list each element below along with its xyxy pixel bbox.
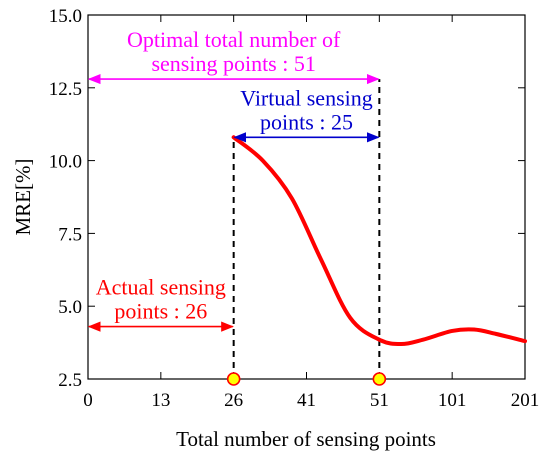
annotation-text: Optimal total number of xyxy=(127,27,341,52)
x-tick-label: 101 xyxy=(438,390,467,411)
point-marker xyxy=(373,373,385,385)
annotation-text: points : 26 xyxy=(114,299,207,324)
y-tick-label: 7.5 xyxy=(58,224,82,245)
x-axis-label: Total number of sensing points xyxy=(176,427,436,451)
x-tick-label: 26 xyxy=(224,390,243,411)
annotation-text: Virtual sensing xyxy=(240,85,373,110)
x-tick-label: 41 xyxy=(297,390,316,411)
x-tick-label: 0 xyxy=(83,390,93,411)
y-tick-label: 10.0 xyxy=(49,152,82,173)
y-tick-label: 15.0 xyxy=(49,6,82,27)
point-marker xyxy=(228,373,240,385)
y-tick-label: 5.0 xyxy=(58,297,82,318)
x-tick-label: 201 xyxy=(511,390,540,411)
annotation-text: Actual sensing xyxy=(96,275,226,300)
y-axis-label: MRE[%] xyxy=(11,159,35,236)
y-tick-label: 12.5 xyxy=(49,79,82,100)
annotation-text: sensing points : 51 xyxy=(151,51,315,76)
x-tick-label: 13 xyxy=(151,390,170,411)
annotation-text: points : 25 xyxy=(260,109,353,134)
x-tick-label: 51 xyxy=(370,390,389,411)
y-tick-label: 2.5 xyxy=(58,370,82,391)
